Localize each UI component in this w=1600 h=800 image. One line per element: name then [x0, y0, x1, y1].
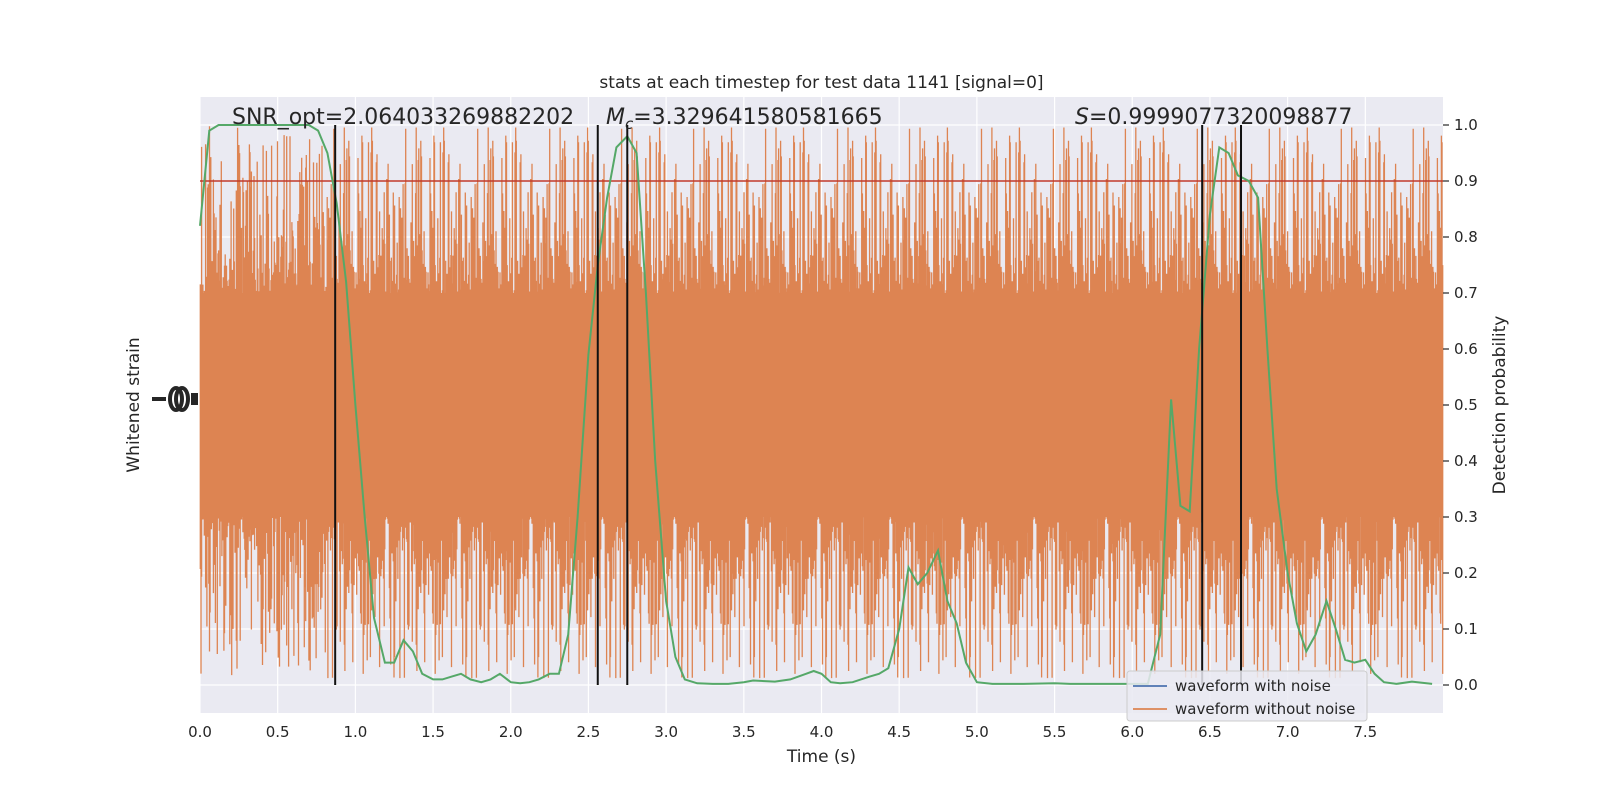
x-tick-label: 0.5: [266, 723, 290, 741]
left-tick-dash: [152, 397, 166, 401]
y-tick-label: 0.8: [1454, 228, 1478, 246]
snr-annotation: SNR_opt=2.064033269882202: [232, 105, 574, 130]
vertical-marker-lines: [334, 125, 1243, 685]
legend: waveform with noise waveform without noi…: [1126, 670, 1368, 722]
y-tick-label: 0.6: [1454, 340, 1478, 358]
noise-waveform-series: [199, 126, 1444, 679]
x-tick-label: 2.0: [499, 723, 523, 741]
y-tick-label: 1.0: [1454, 116, 1478, 134]
x-tick-label: 3.5: [732, 723, 756, 741]
x-tick-label: 3.0: [654, 723, 678, 741]
x-axis-label: Time (s): [786, 747, 856, 767]
x-tick-label: 5.0: [965, 723, 989, 741]
left-axis-tick-glyphs: [152, 386, 198, 412]
x-tick-label: 7.5: [1353, 723, 1377, 741]
x-tick-label: 1.0: [343, 723, 367, 741]
y-axis-left-label: Whitened strain: [124, 337, 144, 472]
chart-title: stats at each timestep for test data 114…: [599, 73, 1043, 93]
x-tick-label: 4.5: [887, 723, 911, 741]
y-tick-label: 0.7: [1454, 284, 1478, 302]
x-tick-label: 7.0: [1276, 723, 1300, 741]
mc-value: =3.329641580581665: [633, 105, 882, 130]
s-symbol: S: [1075, 105, 1089, 130]
left-tick-zero-glyph: [174, 386, 190, 412]
x-tick-label: 2.5: [577, 723, 601, 741]
chirp-mass-annotation: Mc=3.329641580581665: [606, 105, 883, 133]
x-tick-label: 1.5: [421, 723, 445, 741]
mc-symbol: M: [606, 105, 625, 130]
y-tick-label: 0.1: [1454, 620, 1478, 638]
left-tick-block: [191, 393, 198, 405]
y-tick-label: 0.0: [1454, 676, 1478, 694]
y-axis-right-ticks: 0.0 0.1 0.2 0.3 0.4 0.5 0.6 0.7 0.8 0.9 1.0: [1443, 116, 1478, 694]
y-tick-label: 0.5: [1454, 396, 1478, 414]
y-tick-label: 0.9: [1454, 172, 1478, 190]
noise-spikes: [199, 126, 1444, 679]
y-tick-label: 0.2: [1454, 564, 1478, 582]
detection-probability-line: [199, 124, 1433, 685]
y-tick-label: 0.3: [1454, 508, 1478, 526]
x-tick-label: 4.0: [810, 723, 834, 741]
x-tick-label: 6.0: [1120, 723, 1144, 741]
legend-label-without-noise: waveform without noise: [1175, 700, 1355, 718]
snr-prefix: SNR_opt=: [232, 105, 343, 130]
detection-probability-series: [199, 124, 1433, 685]
mc-subscript: c: [625, 115, 634, 133]
s-annotation: S=0.9999077320098877: [1075, 105, 1352, 130]
legend-box: [1126, 670, 1368, 722]
y-axis-right-label: Detection probability: [1490, 316, 1510, 495]
legend-label-with-noise: waveform with noise: [1175, 677, 1331, 695]
s-value: =0.9999077320098877: [1089, 105, 1352, 130]
x-tick-label: 5.5: [1043, 723, 1067, 741]
x-tick-label: 0.0: [188, 723, 212, 741]
y-tick-label: 0.4: [1454, 452, 1478, 470]
snr-value: 2.064033269882202: [343, 105, 574, 130]
x-tick-label: 6.5: [1198, 723, 1222, 741]
x-axis-ticks: 0.0 0.5 1.0 1.5 2.0 2.5 3.0 3.5 4.0 4.5 5.0 5.5 6.0 6…: [188, 723, 1377, 741]
left-tick-zero-glyph: [168, 386, 184, 412]
